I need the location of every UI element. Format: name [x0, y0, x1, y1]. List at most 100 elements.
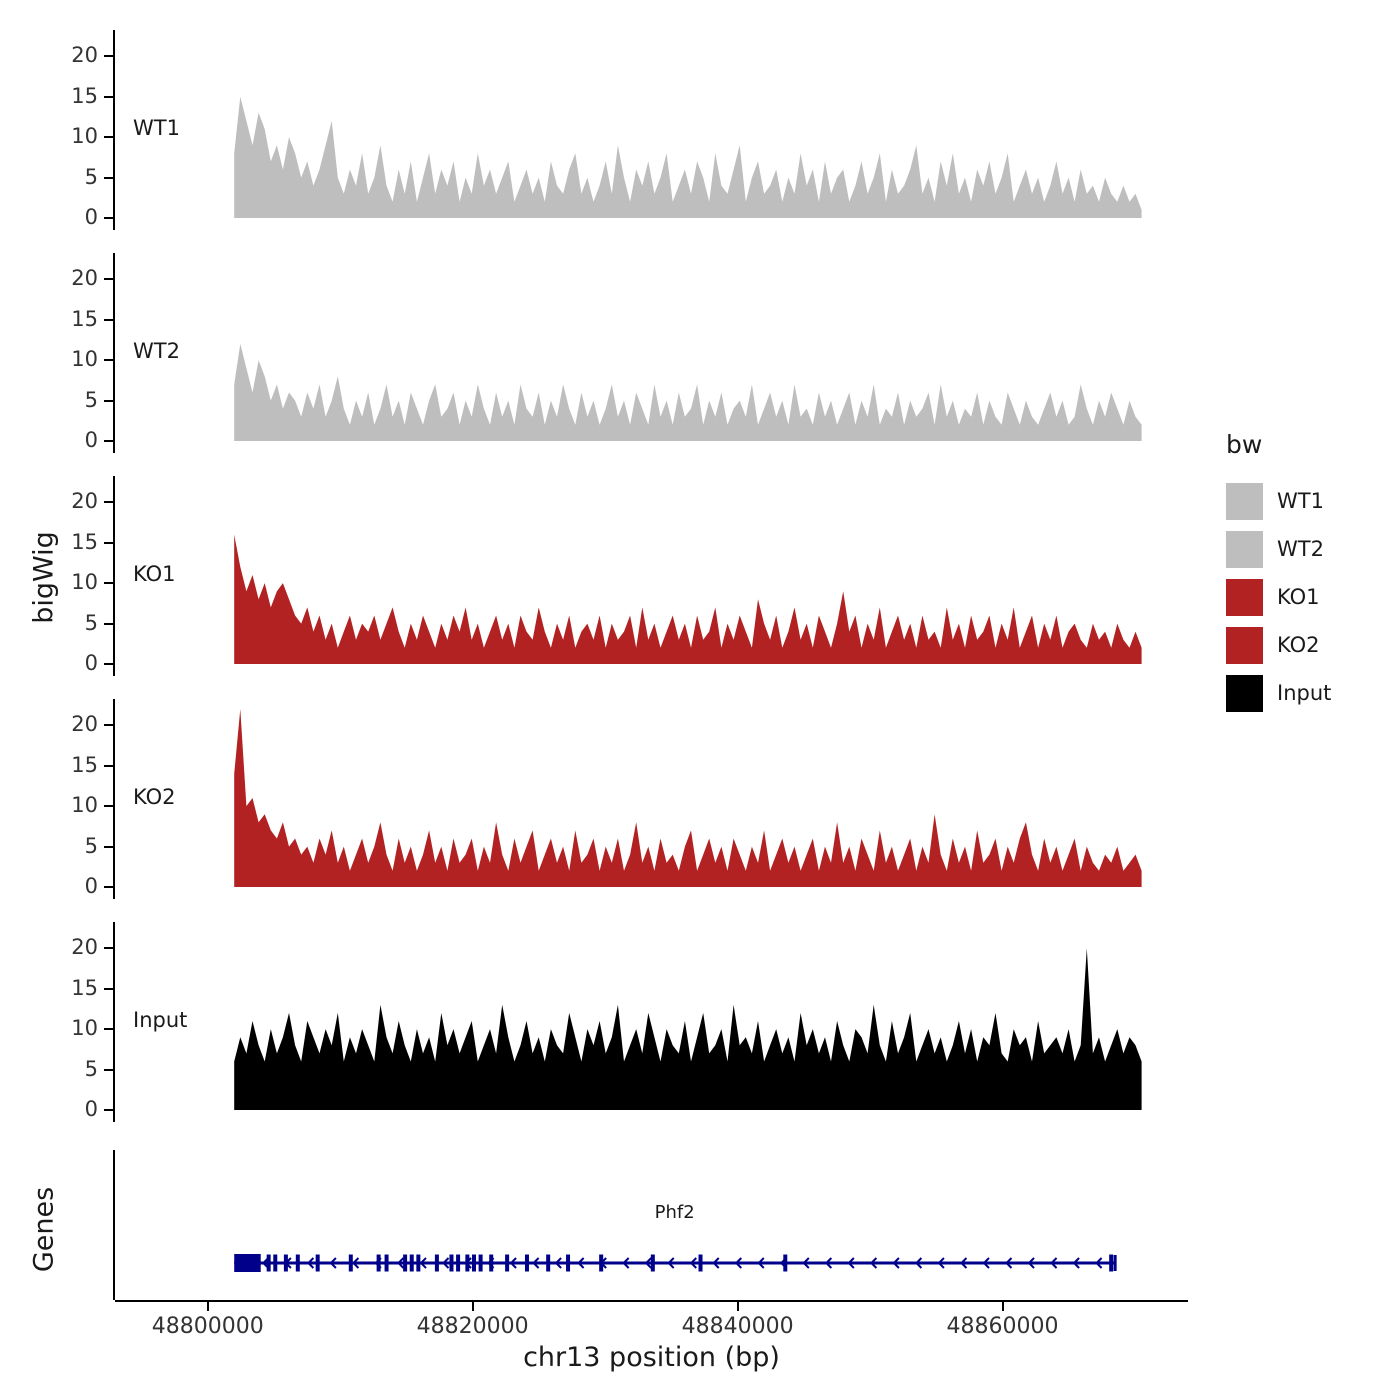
y-tick-mark	[104, 278, 113, 281]
y-tick-label: 10	[71, 347, 98, 372]
gene-strand-arrow-left	[712, 1257, 720, 1269]
y-tick-mark	[104, 1068, 113, 1071]
x-tick-mark	[206, 1302, 209, 1311]
y-tick-label: 20	[71, 266, 98, 291]
legend-entry-wt1: WT1	[1226, 477, 1331, 525]
gene-exon-tick	[409, 1254, 414, 1272]
y-axis-line	[113, 476, 115, 676]
coverage-polygon-ko1	[234, 534, 1142, 664]
coverage-polygon-wt1	[234, 96, 1142, 218]
coverage-area-ko2	[234, 709, 1142, 887]
y-tick-mark	[104, 663, 113, 665]
gene-strand-arrow-left	[847, 1257, 855, 1269]
gene-strand-arrow-left	[1095, 1257, 1103, 1269]
track-panel-input: 0 5 10 15 20 Input	[0, 922, 1400, 1122]
y-tick-mark	[104, 582, 113, 585]
y-tick-mark	[104, 399, 113, 402]
gene-exon-tick	[456, 1254, 461, 1272]
gene-strand-arrow-left	[960, 1257, 968, 1269]
legend-swatch-wt1	[1226, 482, 1263, 520]
legend-entry-input: Input	[1226, 669, 1331, 717]
coverage-area-wt2	[234, 343, 1142, 441]
y-tick-mark	[104, 987, 113, 990]
gene-name-label: Phf2	[655, 1202, 695, 1223]
y-tick-label: 5	[84, 164, 98, 189]
gene-exon-tick	[1109, 1254, 1114, 1272]
gene-strand-arrow-left	[892, 1257, 900, 1269]
y-tick-mark	[104, 886, 113, 888]
legend-label-wt2: WT2	[1277, 537, 1324, 561]
gene-exon-tick	[434, 1254, 439, 1272]
coverage-polygon-input	[234, 948, 1142, 1110]
legend-swatch-ko2	[1226, 626, 1263, 664]
gene-exon-tick	[546, 1254, 551, 1272]
gene-strand-arrow-left	[509, 1257, 517, 1269]
y-tick-label: 20	[71, 489, 98, 514]
x-tick-label: 48840000	[681, 1314, 794, 1339]
track-panel-ko2: 0 5 10 15 20 KO2	[0, 699, 1400, 899]
gene-strand-arrow-left	[374, 1257, 382, 1269]
gene-strand-arrow-left	[261, 1257, 270, 1269]
y-tick-mark	[104, 845, 113, 848]
gene-strand-arrow-left	[1027, 1257, 1035, 1269]
gene-exon-tick	[384, 1254, 389, 1272]
legend-swatch-wt2	[1226, 530, 1263, 568]
coverage-polygon-ko2	[234, 709, 1142, 887]
gene-strand-arrow-left	[532, 1257, 540, 1269]
y-tick-label: 15	[71, 306, 98, 331]
gene-exon-tick	[416, 1254, 421, 1272]
gene-exon-tick	[783, 1254, 788, 1272]
y-tick-label: 20	[71, 935, 98, 960]
y-axis-line	[113, 253, 115, 453]
gene-exon-tick	[471, 1254, 476, 1272]
gene-exon-tick	[566, 1254, 571, 1272]
y-tick-label: 0	[84, 651, 98, 675]
y-tick-label: 5	[84, 610, 98, 635]
y-tick-label: 15	[71, 529, 98, 554]
y-tick-mark	[104, 1028, 113, 1031]
gene-end-bar	[1113, 1255, 1117, 1271]
y-tick-mark	[104, 501, 113, 504]
gene-exon-tick	[650, 1254, 655, 1272]
gene-strand-arrow-left	[442, 1257, 450, 1269]
y-tick-mark	[104, 136, 113, 139]
legend-swatch-input	[1226, 674, 1263, 712]
coverage-area-wt1	[234, 96, 1142, 218]
gene-exon-tick	[348, 1254, 353, 1272]
y-tick-mark	[104, 95, 113, 98]
y-tick-mark	[104, 176, 113, 179]
y-tick-mark	[104, 724, 113, 727]
gene-strand-arrow-left	[824, 1257, 833, 1269]
gene-body-line	[234, 1261, 1116, 1265]
x-axis-line	[115, 1300, 1188, 1302]
gene-strand-arrow-left	[599, 1257, 607, 1269]
gene-strand-arrow-left	[779, 1257, 788, 1269]
gene-exon-tick	[403, 1254, 408, 1272]
y-tick-label: 15	[71, 975, 98, 1000]
track-label-wt1: WT1	[133, 116, 180, 140]
y-tick-mark	[104, 947, 113, 950]
y-axis-line	[113, 699, 115, 899]
gene-strand-arrow-left	[915, 1257, 923, 1269]
x-tick-mark	[736, 1302, 739, 1311]
y-tick-mark	[104, 1109, 113, 1111]
gene-start-exon-box	[234, 1254, 261, 1272]
y-tick-mark	[104, 541, 113, 544]
legend-entry-wt2: WT2	[1226, 525, 1331, 573]
gene-track-panel: Phf2	[0, 1150, 1400, 1305]
gene-model-phf2: Phf2	[234, 1202, 1117, 1272]
gene-strand-arrow-left	[397, 1257, 405, 1269]
legend-entry-ko1: KO1	[1226, 573, 1331, 621]
gene-exon-tick	[524, 1254, 529, 1272]
gene-strand-arrow-left	[329, 1257, 337, 1269]
gene-exon-tick	[315, 1254, 320, 1272]
y-tick-label: 0	[84, 1097, 98, 1121]
track-label-ko2: KO2	[133, 785, 176, 809]
legend-entry-ko2: KO2	[1226, 621, 1331, 669]
track-panel-ko1: 0 5 10 15 20 KO1	[0, 476, 1400, 676]
gene-strand-arrow-left	[802, 1257, 810, 1269]
gene-exon-tick	[478, 1254, 483, 1272]
legend-title: bw	[1226, 430, 1263, 459]
coverage-area-input	[234, 948, 1142, 1110]
